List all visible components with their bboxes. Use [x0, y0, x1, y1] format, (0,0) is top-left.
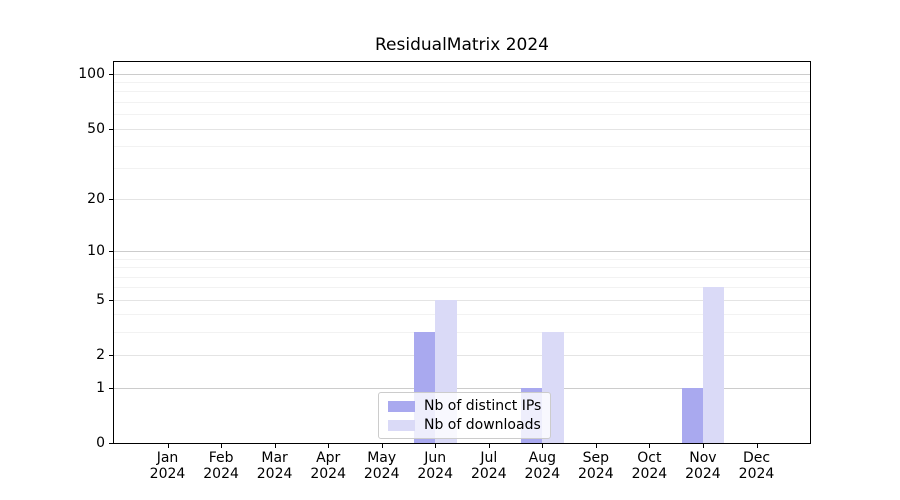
- plot-area: Nb of distinct IPs Nb of downloads: [113, 61, 811, 444]
- y-tick-mark: [109, 443, 113, 444]
- x-tick-mark: [756, 444, 758, 448]
- legend: Nb of distinct IPs Nb of downloads: [378, 392, 552, 439]
- x-tick-label: Oct 2024: [631, 450, 668, 482]
- gridline: [114, 387, 810, 389]
- x-tick-mark: [274, 444, 276, 448]
- gridline: [114, 258, 810, 260]
- y-tick-label: 100: [78, 65, 105, 82]
- gridline: [114, 355, 810, 357]
- x-tick-label: Jul 2024: [470, 450, 507, 482]
- y-tick-mark: [109, 299, 113, 301]
- gridline: [114, 128, 810, 130]
- x-tick-label: Apr 2024: [310, 450, 346, 482]
- x-tick-label: Jun 2024: [417, 450, 453, 482]
- x-tick-label: Feb 2024: [203, 450, 239, 482]
- gridline: [114, 102, 810, 103]
- gridline: [114, 314, 810, 316]
- y-tick-mark: [109, 199, 113, 201]
- x-tick-mark: [328, 444, 330, 448]
- gridline: [114, 251, 810, 253]
- gridline: [114, 114, 810, 116]
- bar-nb-of-distinct-ips: [681, 387, 703, 443]
- chart-title: ResidualMatrix 2024: [375, 35, 549, 55]
- legend-swatch-distinct-ips: [388, 400, 415, 412]
- y-tick-label: 50: [87, 120, 105, 137]
- x-tick-mark: [488, 444, 490, 448]
- legend-row: Nb of distinct IPs: [388, 398, 541, 414]
- x-tick-mark: [595, 444, 597, 448]
- gridline: [114, 82, 810, 84]
- x-tick-label: Nov 2024: [685, 450, 721, 482]
- y-tick-label: 2: [96, 347, 105, 364]
- gridline: [114, 299, 810, 301]
- y-tick-label: 1: [96, 379, 105, 396]
- y-tick-label: 20: [87, 191, 105, 208]
- x-tick-label: Sep 2024: [577, 450, 614, 482]
- x-tick-mark: [167, 444, 169, 448]
- y-tick-mark: [109, 387, 113, 389]
- legend-swatch-downloads: [388, 419, 415, 431]
- gridline: [114, 287, 810, 289]
- x-tick-mark: [435, 444, 437, 448]
- y-tick-mark: [109, 73, 113, 75]
- x-tick-mark: [542, 444, 544, 448]
- legend-label-downloads: Nb of downloads: [424, 417, 541, 433]
- y-tick-mark: [109, 128, 113, 130]
- gridline: [114, 91, 810, 93]
- gridline: [114, 276, 810, 278]
- x-tick-label: Mar 2024: [256, 450, 293, 482]
- x-tick-mark: [702, 444, 704, 448]
- x-tick-label: May 2024: [363, 450, 400, 482]
- x-tick-label: Aug 2024: [524, 450, 561, 482]
- x-tick-label: Dec 2024: [738, 450, 775, 482]
- y-tick-label: 5: [96, 291, 105, 308]
- x-tick-mark: [381, 444, 383, 448]
- y-tick-label: 10: [87, 243, 105, 260]
- y-tick-mark: [109, 251, 113, 253]
- gridline: [114, 73, 810, 75]
- x-tick-mark: [221, 444, 223, 448]
- gridline: [114, 199, 810, 201]
- y-tick-mark: [109, 355, 113, 357]
- x-tick-mark: [649, 444, 651, 448]
- legend-row: Nb of downloads: [388, 417, 541, 433]
- x-tick-label: Jan 2024: [149, 450, 186, 482]
- y-tick-label: 0: [96, 435, 105, 451]
- legend-label-distinct-ips: Nb of distinct IPs: [424, 398, 542, 414]
- gridline: [114, 145, 810, 147]
- bar-nb-of-downloads: [702, 287, 725, 443]
- gridline: [114, 267, 810, 269]
- gridline: [114, 332, 810, 334]
- gridline: [114, 168, 810, 170]
